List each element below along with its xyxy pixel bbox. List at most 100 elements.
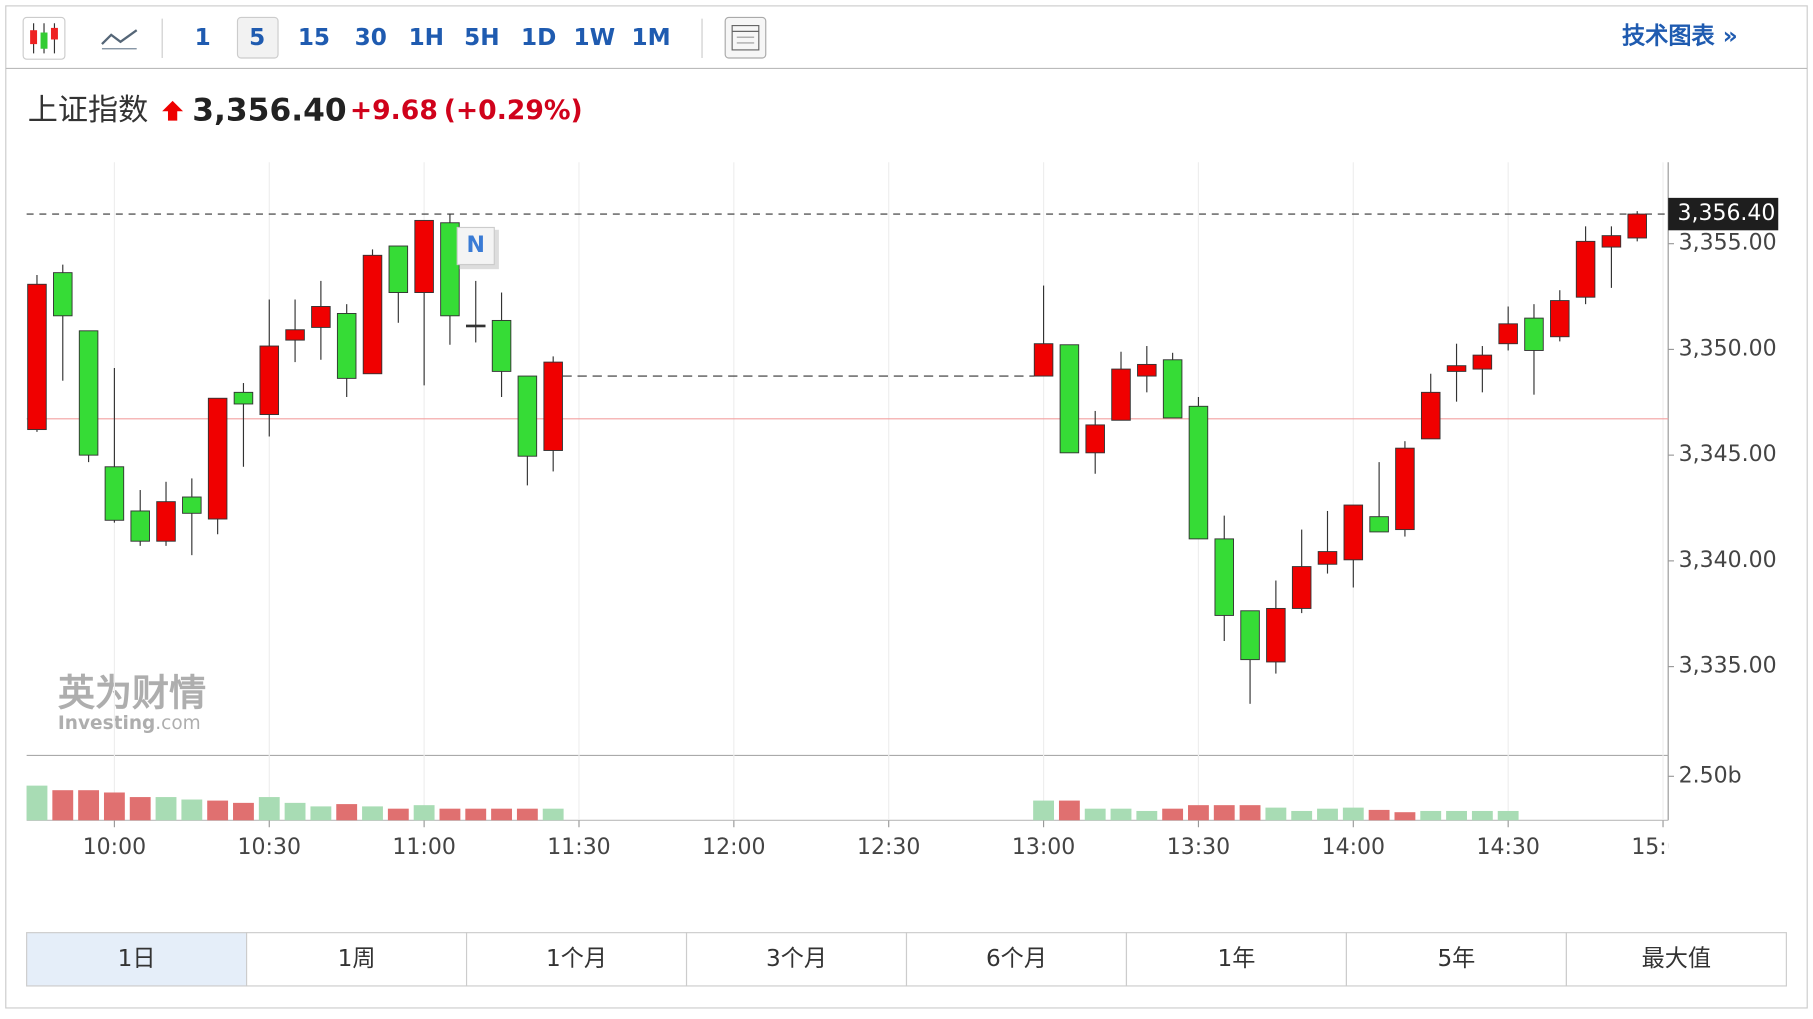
volume-bar	[1497, 810, 1519, 821]
range-button[interactable]	[26, 932, 248, 987]
volume-bar	[1471, 810, 1493, 821]
interval-button[interactable]: 15	[298, 25, 330, 51]
candle-body	[1420, 391, 1441, 440]
candle-body	[1033, 343, 1054, 377]
range-label: 6个月	[986, 946, 1047, 972]
volume-bar	[78, 790, 100, 821]
x-tick-label: 14:00	[1322, 835, 1385, 860]
range-label: 1周	[338, 946, 376, 972]
volume-bar	[1446, 810, 1467, 821]
range-label: 1年	[1218, 946, 1256, 972]
candle-body	[285, 329, 305, 341]
candle-body	[414, 219, 434, 293]
volume-bar	[129, 797, 151, 821]
candle-body	[1111, 368, 1131, 421]
candle-body	[156, 501, 176, 542]
volume-bar	[465, 808, 487, 821]
line-icon[interactable]	[101, 29, 138, 50]
candle-body	[1317, 551, 1338, 565]
candle-body	[1188, 405, 1209, 540]
candle-body	[1550, 300, 1570, 338]
interval-button[interactable]: 1H	[409, 25, 445, 51]
range-button[interactable]	[1125, 932, 1348, 987]
y-tick-label: 3,335.00	[1679, 654, 1777, 679]
volume-bar	[1084, 808, 1106, 821]
range-button[interactable]	[905, 932, 1128, 987]
y-tick-label: 3,340.00	[1679, 548, 1777, 573]
interval-button[interactable]: 30	[355, 25, 387, 51]
volume-bar	[413, 805, 435, 821]
range-button[interactable]	[246, 932, 468, 987]
candle-body	[440, 222, 460, 317]
interval-button[interactable]: 5	[249, 25, 265, 51]
candle-body	[1085, 424, 1105, 454]
range-button[interactable]	[685, 932, 908, 987]
volume-bar	[1265, 807, 1287, 821]
candle-body	[233, 391, 254, 405]
candle-body	[336, 313, 357, 379]
volume-tick-label: 2.50b	[1679, 763, 1742, 788]
candle-body	[311, 306, 331, 328]
volume-bar	[362, 806, 383, 821]
last-price-label: 3,356.40	[1677, 201, 1775, 226]
candle-body	[53, 272, 73, 317]
volume-bar	[1368, 809, 1390, 821]
x-tick-label: 15:00	[1631, 835, 1694, 860]
volume-bar	[1110, 808, 1132, 821]
volume-bar	[439, 808, 461, 821]
up-arrow	[162, 100, 184, 121]
volume-bar	[1239, 805, 1261, 821]
candle-body	[1627, 213, 1647, 239]
volume-bar	[103, 792, 125, 821]
interval-button[interactable]: 1M	[631, 25, 670, 51]
frame	[5, 5, 1808, 1009]
volume-bar	[336, 804, 358, 821]
range-button[interactable]	[465, 932, 688, 987]
volume-bar	[233, 802, 254, 821]
annotation-box	[456, 226, 495, 266]
candle-body	[1343, 504, 1364, 561]
change-percent: (+0.29%)	[444, 95, 583, 126]
range-button[interactable]	[1565, 932, 1787, 987]
x-tick-label: 11:00	[392, 835, 455, 860]
range-label: 5年	[1437, 946, 1475, 972]
volume-bar	[1213, 805, 1235, 821]
volume-bar	[1162, 808, 1184, 821]
range-label: 1个月	[546, 946, 607, 972]
candle-body	[1162, 359, 1183, 419]
candle-icon[interactable]	[22, 16, 66, 60]
x-tick-label: 10:30	[238, 835, 301, 860]
volume-bar	[542, 808, 564, 821]
candle-body	[465, 324, 486, 328]
range-label: 1日	[118, 946, 156, 972]
candle-body	[182, 496, 202, 514]
candle-body	[1291, 566, 1312, 609]
candle-body	[1575, 240, 1596, 298]
interval-button[interactable]: 5H	[464, 25, 500, 51]
x-tick-label: 10:00	[83, 835, 146, 860]
volume-bar	[1420, 810, 1442, 821]
volume-bar	[258, 797, 280, 821]
interval-button[interactable]: 1D	[521, 25, 556, 51]
volume-bar	[1394, 812, 1416, 821]
change: +9.68	[350, 95, 438, 126]
volume-bar	[1291, 810, 1313, 821]
range-button[interactable]	[1345, 932, 1567, 987]
x-tick-label: 12:30	[857, 835, 920, 860]
volume-bar	[1188, 805, 1209, 821]
layout-icon[interactable]	[724, 16, 767, 59]
candle-body	[1601, 235, 1622, 248]
watermark-cn: 英为财情	[58, 672, 206, 715]
interval-button[interactable]: 1	[195, 25, 211, 51]
volume-bar	[1033, 800, 1055, 821]
candle-body	[259, 345, 280, 416]
technical-chart-link[interactable]: 技术图表 »	[1622, 24, 1738, 50]
interval-button[interactable]: 1W	[573, 25, 615, 51]
x-tick-label: 14:30	[1476, 835, 1539, 860]
candle-body	[1369, 516, 1389, 533]
candle-body	[207, 397, 228, 520]
candle-body	[543, 361, 563, 451]
volume-bar	[52, 790, 74, 821]
candle-body	[78, 330, 99, 456]
y-tick-label: 3,350.00	[1679, 336, 1777, 361]
